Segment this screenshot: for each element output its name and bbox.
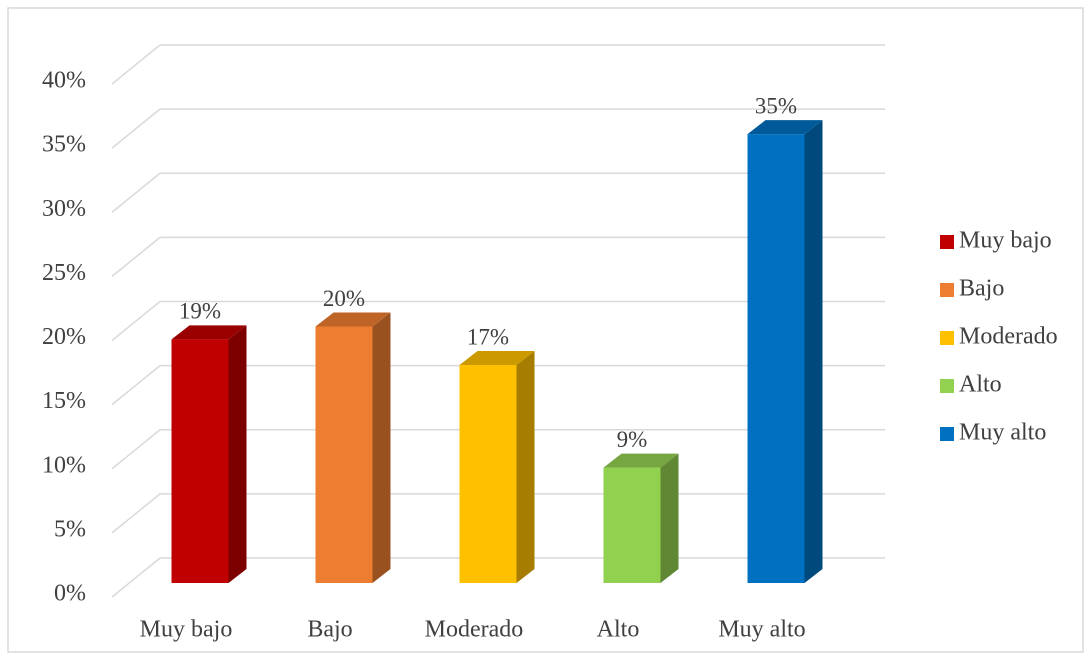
y-tick-label: 0% (54, 581, 86, 607)
bar-top (315, 312, 391, 327)
y-tick-label: 15% (42, 388, 86, 414)
y-tick-label: 35% (42, 132, 86, 158)
bar (315, 326, 373, 583)
x-tick-label: Alto (597, 617, 640, 643)
legend-swatch (940, 331, 954, 345)
legend-label: Bajo (959, 276, 1004, 302)
legend-label: Muy alto (959, 420, 1046, 446)
y-tick-label: 20% (42, 324, 86, 350)
y-tick-label: 5% (54, 516, 86, 542)
data-label: 19% (179, 299, 221, 324)
legend-label: Muy bajo (959, 228, 1052, 254)
data-label: 9% (617, 427, 648, 452)
data-label: 17% (467, 324, 509, 349)
grid-line-floor (111, 429, 161, 470)
data-label: 35% (755, 93, 797, 118)
bar-top (459, 350, 535, 365)
grid-line-floor (111, 493, 161, 534)
grid-line-floor (111, 557, 161, 598)
grid-line-floor (111, 172, 161, 213)
grid-line-floor (111, 365, 161, 406)
y-tick-label: 25% (42, 260, 86, 286)
data-label: 20% (323, 286, 365, 311)
bar (747, 134, 805, 583)
y-tick-label: 40% (42, 68, 86, 94)
bar-top (171, 325, 247, 340)
legend-swatch (940, 379, 954, 393)
legend-swatch (940, 235, 954, 249)
bar-top (747, 120, 823, 135)
grid-line-floor (111, 236, 161, 277)
bar-side (516, 350, 535, 583)
x-tick-label: Moderado (425, 617, 524, 643)
bar (603, 467, 661, 583)
x-tick-label: Muy alto (718, 617, 805, 643)
legend-label: Alto (959, 372, 1002, 398)
bar (171, 339, 229, 583)
legend-swatch (940, 427, 954, 441)
bar (459, 364, 517, 583)
x-tick-label: Bajo (307, 617, 352, 643)
bar-side (660, 453, 679, 583)
legend-label: Moderado (959, 324, 1058, 350)
y-tick-label: 10% (42, 452, 86, 478)
bar-side (372, 312, 391, 583)
chart-frame (7, 7, 1084, 653)
legend-swatch (940, 283, 954, 297)
grid-line-floor (111, 44, 161, 85)
x-tick-label: Muy bajo (140, 617, 233, 643)
grid-line-floor (111, 108, 161, 149)
bar-top (603, 453, 679, 468)
grid-line-floor (111, 300, 161, 342)
bar-side (804, 120, 823, 583)
y-tick-label: 30% (42, 196, 86, 222)
bar-side (228, 325, 247, 583)
